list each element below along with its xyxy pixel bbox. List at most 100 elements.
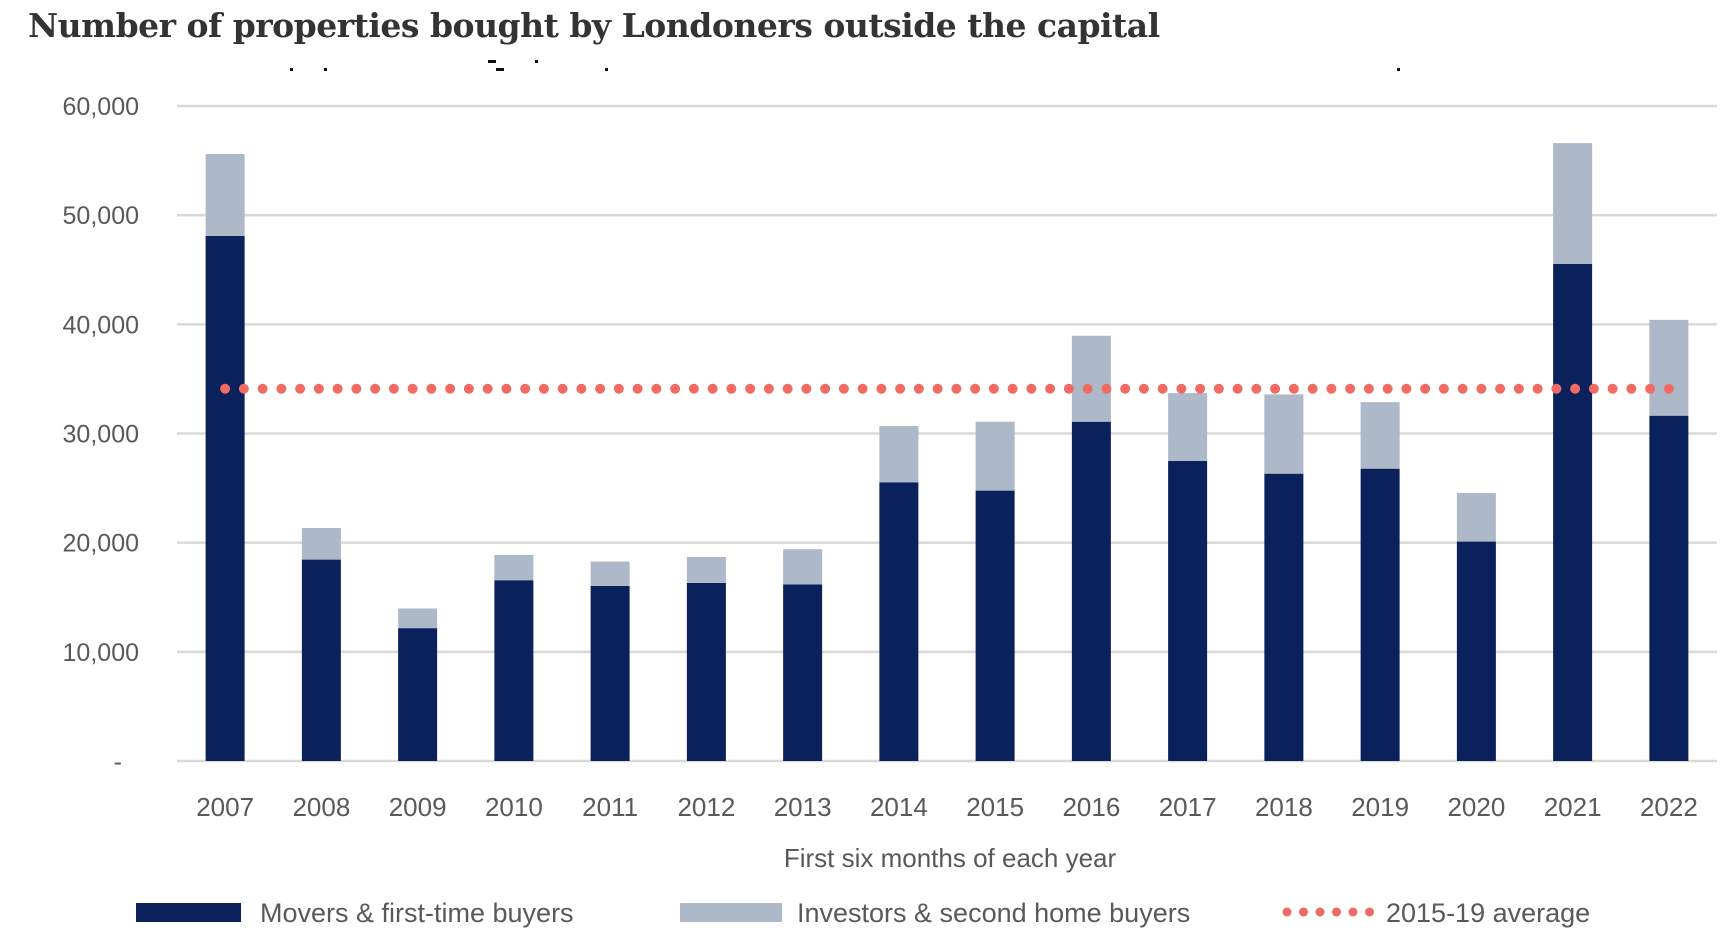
reference-line-dot — [1195, 383, 1206, 394]
bar-movers — [975, 490, 1015, 761]
reference-line-dot — [407, 383, 418, 394]
y-tick-label: 30,000 — [63, 421, 139, 449]
x-tick-label: 2013 — [774, 792, 832, 822]
reference-line-dot — [1363, 383, 1374, 394]
bar-investors — [783, 549, 823, 585]
bar-movers — [1553, 263, 1593, 761]
x-tick-label: 2022 — [1640, 792, 1698, 822]
reference-line-dot — [557, 383, 568, 394]
legend-dot — [1332, 907, 1341, 917]
legend: Movers & first-time buyers Investors & s… — [136, 898, 1590, 928]
bar-investors — [975, 421, 1015, 491]
bar-movers — [686, 582, 726, 761]
reference-line-dot — [426, 383, 437, 394]
reference-line-dot — [745, 383, 756, 394]
reference-line-dot — [1138, 383, 1149, 394]
reference-line-dot — [295, 383, 306, 394]
reference-line-dot — [670, 383, 681, 394]
reference-line-dot — [1270, 383, 1281, 394]
bar-investors — [398, 608, 438, 629]
reference-line-dot — [313, 383, 324, 394]
reference-line-dot — [576, 383, 587, 394]
bar-investors — [1553, 143, 1593, 264]
clipped-subtitle-fragment — [324, 68, 327, 71]
reference-line-dot — [1213, 383, 1224, 394]
bar-movers — [1456, 541, 1496, 761]
reference-line-dot — [688, 383, 699, 394]
clipped-subtitle-fragment — [496, 68, 504, 71]
bar-investors — [590, 561, 630, 586]
reference-line-dot — [1438, 383, 1449, 394]
reference-line-dot — [1551, 383, 1562, 394]
legend-item-investors: Investors & second home buyers — [680, 898, 1190, 928]
reference-line-dot — [1513, 383, 1524, 394]
bar-movers — [879, 482, 919, 761]
reference-line-dot — [257, 383, 268, 394]
reference-line-dot — [276, 383, 287, 394]
x-tick-label: 2016 — [1062, 792, 1120, 822]
reference-line-dot — [951, 383, 962, 394]
bar-investors — [1360, 402, 1400, 469]
reference-line-dot — [1232, 383, 1243, 394]
reference-line-dot — [651, 383, 662, 394]
bar-investors — [1649, 319, 1689, 416]
reference-line-dot — [895, 383, 906, 394]
clipped-subtitle-fragment — [605, 68, 608, 71]
reference-line-dot — [1288, 383, 1299, 394]
reference-line-dot — [1251, 383, 1262, 394]
bar-investors — [686, 556, 726, 583]
bar-investors — [1264, 394, 1304, 474]
reference-line-dot — [445, 383, 456, 394]
reference-line-dot — [1476, 383, 1487, 394]
reference-line-dot — [1026, 383, 1037, 394]
reference-line-dot — [595, 383, 606, 394]
x-axis-title: First six months of each year — [784, 843, 1117, 873]
bar-movers — [494, 580, 534, 761]
x-tick-label: 2020 — [1447, 792, 1505, 822]
reference-line-dot — [1607, 383, 1618, 394]
legend-item-movers: Movers & first-time buyers — [136, 898, 574, 928]
bar-investors — [1456, 492, 1496, 542]
reference-line-dot — [1382, 383, 1393, 394]
reference-line-dot — [970, 383, 981, 394]
reference-line-dot — [1645, 383, 1656, 394]
reference-line-dot — [1570, 383, 1581, 394]
y-tick-label: 10,000 — [63, 639, 139, 667]
reference-line-dot — [1101, 383, 1112, 394]
reference-line-dot — [632, 383, 643, 394]
bar-movers — [1649, 415, 1689, 761]
y-tick-label: 60,000 — [63, 93, 139, 121]
y-tick-label: 50,000 — [63, 202, 139, 230]
clipped-subtitle-fragment — [1397, 68, 1400, 71]
bar-movers — [301, 559, 341, 761]
reference-line-dot — [332, 383, 343, 394]
bar-investors — [301, 528, 341, 560]
x-tick-label: 2021 — [1544, 792, 1602, 822]
reference-line-dot — [388, 383, 399, 394]
reference-line-dot — [538, 383, 549, 394]
reference-line-dot — [1063, 383, 1074, 394]
reference-line-2015-19-average — [220, 383, 1674, 394]
reference-line-dot — [1345, 383, 1356, 394]
reference-line-dot — [913, 383, 924, 394]
reference-line-dot — [370, 383, 381, 394]
reference-line-dot — [482, 383, 493, 394]
reference-line-dot — [220, 383, 231, 394]
bar-movers — [783, 584, 823, 761]
legend-dot — [1365, 907, 1374, 917]
reference-line-dot — [763, 383, 774, 394]
x-tick-label: 2018 — [1255, 792, 1313, 822]
reference-line-dot — [463, 383, 474, 394]
x-tick-label: 2009 — [389, 792, 447, 822]
chart-title: Number of properties bought by Londoners… — [28, 6, 1160, 45]
reference-line-dot — [726, 383, 737, 394]
legend-dot — [1282, 907, 1292, 917]
legend-swatch-investors — [680, 903, 782, 922]
reference-line-dot — [520, 383, 531, 394]
bar-investors — [494, 554, 534, 581]
reference-line-dot — [838, 383, 849, 394]
y-tick-label: 40,000 — [63, 311, 139, 339]
reference-line-dot — [1045, 383, 1056, 394]
y-tick-label: - — [114, 748, 122, 776]
